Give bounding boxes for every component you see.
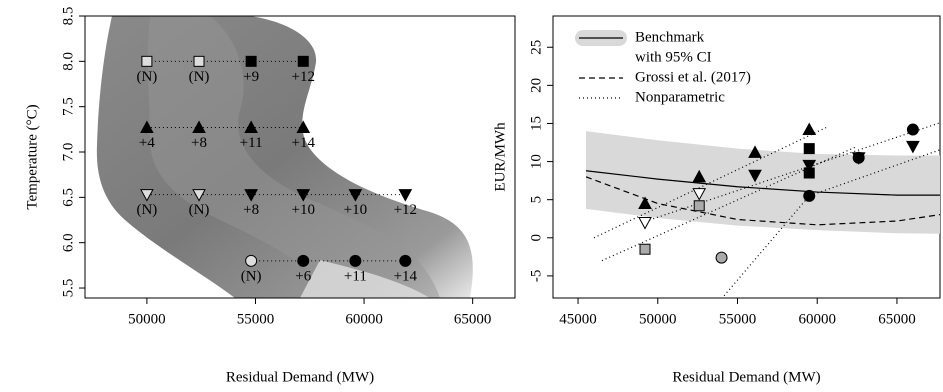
point-label: +11 bbox=[344, 268, 367, 284]
x-tick-label: 60000 bbox=[345, 311, 383, 327]
square-marker bbox=[141, 55, 153, 67]
point-label: +8 bbox=[243, 202, 259, 218]
y-tick-label: 6.0 bbox=[60, 233, 76, 252]
triangle-marker bbox=[638, 196, 652, 209]
plot-area bbox=[585, 122, 940, 298]
y-tick-label: 25 bbox=[528, 40, 544, 55]
point-label: +10 bbox=[292, 202, 315, 218]
point-label: (N) bbox=[136, 69, 157, 85]
down-triangle-marker bbox=[244, 189, 258, 202]
left-panel: 50000 55000 60000 65000 5.5 6.0 6.5 7.0 7.5 8.0 8.… bbox=[24, 7, 491, 386]
point-label: +14 bbox=[292, 135, 316, 151]
triangle-marker bbox=[802, 122, 817, 136]
down-triangle-marker bbox=[692, 188, 707, 201]
circle-marker bbox=[349, 254, 362, 267]
y-axis-label: EUR/MWh bbox=[492, 122, 508, 192]
y-tick-label: 20 bbox=[528, 78, 544, 93]
x-tick-label: 65000 bbox=[878, 311, 916, 327]
square-marker bbox=[245, 55, 257, 67]
point-label: +4 bbox=[139, 135, 155, 151]
circle-marker bbox=[906, 123, 919, 136]
y-tick-label: 15 bbox=[528, 116, 544, 131]
point-label: +9 bbox=[243, 69, 259, 85]
x-tick-label: 55000 bbox=[719, 311, 757, 327]
x-tick-label: 55000 bbox=[237, 311, 275, 327]
legend-label: Grossi et al. (2017) bbox=[635, 69, 751, 85]
point-label: +12 bbox=[394, 202, 417, 218]
point-label: (N) bbox=[136, 202, 157, 218]
down-triangle-marker bbox=[140, 189, 154, 202]
y-tick-label: -5 bbox=[528, 270, 544, 283]
y-axis-label: Temperature (°C) bbox=[24, 104, 40, 209]
circle-marker bbox=[297, 254, 310, 267]
square-marker bbox=[803, 143, 815, 155]
down-triangle-marker bbox=[638, 217, 652, 230]
triangle-marker bbox=[296, 120, 311, 134]
legend-label: with 95% CI bbox=[635, 49, 712, 65]
down-triangle-marker bbox=[906, 140, 920, 154]
y-tick-label: 8.5 bbox=[60, 7, 76, 26]
point-label: (N) bbox=[189, 202, 210, 218]
y-tick-label: 7.5 bbox=[60, 97, 76, 116]
point-label: +14 bbox=[394, 268, 418, 284]
x-axis-label: Residual Demand (MW) bbox=[226, 369, 374, 385]
point-label: (N) bbox=[189, 69, 210, 85]
y-tick-label: 6.5 bbox=[60, 188, 76, 207]
square-marker bbox=[193, 55, 205, 67]
square-marker bbox=[693, 200, 705, 212]
triangle-marker bbox=[748, 145, 762, 158]
y-tick-label: 5.5 bbox=[60, 279, 76, 298]
fit-line bbox=[593, 126, 828, 239]
y-tick-label: 0 bbox=[528, 234, 544, 242]
y-tick-label: 5 bbox=[528, 196, 544, 204]
y-tick-label: 7.0 bbox=[60, 143, 76, 162]
point-label: (N) bbox=[241, 268, 262, 284]
legend: Benchmark with 95% CI Grossi et al. (2017)… bbox=[575, 29, 751, 105]
density-region bbox=[96, 16, 473, 298]
plot-frame bbox=[84, 15, 516, 299]
down-triangle-marker bbox=[802, 159, 817, 173]
circle-marker bbox=[803, 189, 816, 202]
triangle-marker bbox=[192, 120, 206, 134]
down-triangle-marker bbox=[348, 189, 363, 202]
x-tick-label: 50000 bbox=[639, 311, 677, 327]
circle-marker bbox=[852, 151, 865, 164]
circle-marker bbox=[399, 254, 412, 267]
triangle-marker bbox=[140, 120, 154, 134]
down-triangle-marker bbox=[398, 189, 413, 202]
point-label: +10 bbox=[344, 202, 367, 218]
ci-band bbox=[586, 131, 940, 234]
x-tick-label: 50000 bbox=[128, 311, 166, 327]
fit-line bbox=[601, 145, 858, 262]
x-axis-label: Residual Demand (MW) bbox=[672, 369, 820, 385]
down-triangle-marker bbox=[296, 189, 311, 202]
point-label: +8 bbox=[191, 135, 207, 151]
square-marker bbox=[639, 243, 651, 255]
legend-label: Benchmark bbox=[635, 29, 705, 45]
down-triangle-marker bbox=[192, 189, 206, 202]
point-label: +11 bbox=[240, 135, 263, 151]
series-line bbox=[585, 170, 940, 196]
right-panel: 450005000055000600006500070000-505101520… bbox=[492, 29, 940, 385]
y-tick-label: 10 bbox=[528, 154, 544, 169]
square-marker bbox=[297, 55, 309, 67]
x-tick-label: 60000 bbox=[798, 311, 836, 327]
x-tick-label: 45000 bbox=[559, 311, 597, 327]
circle-marker bbox=[715, 251, 728, 264]
point-label: +12 bbox=[292, 69, 315, 85]
triangle-marker bbox=[244, 120, 258, 134]
x-tick-label: 65000 bbox=[454, 311, 492, 327]
triangle-marker bbox=[692, 169, 707, 183]
y-tick-label: 8.0 bbox=[60, 52, 76, 71]
down-triangle-marker bbox=[748, 169, 762, 183]
point-label: +6 bbox=[295, 268, 311, 284]
circle-marker bbox=[245, 254, 258, 267]
legend-label: Nonparametric bbox=[635, 89, 725, 105]
